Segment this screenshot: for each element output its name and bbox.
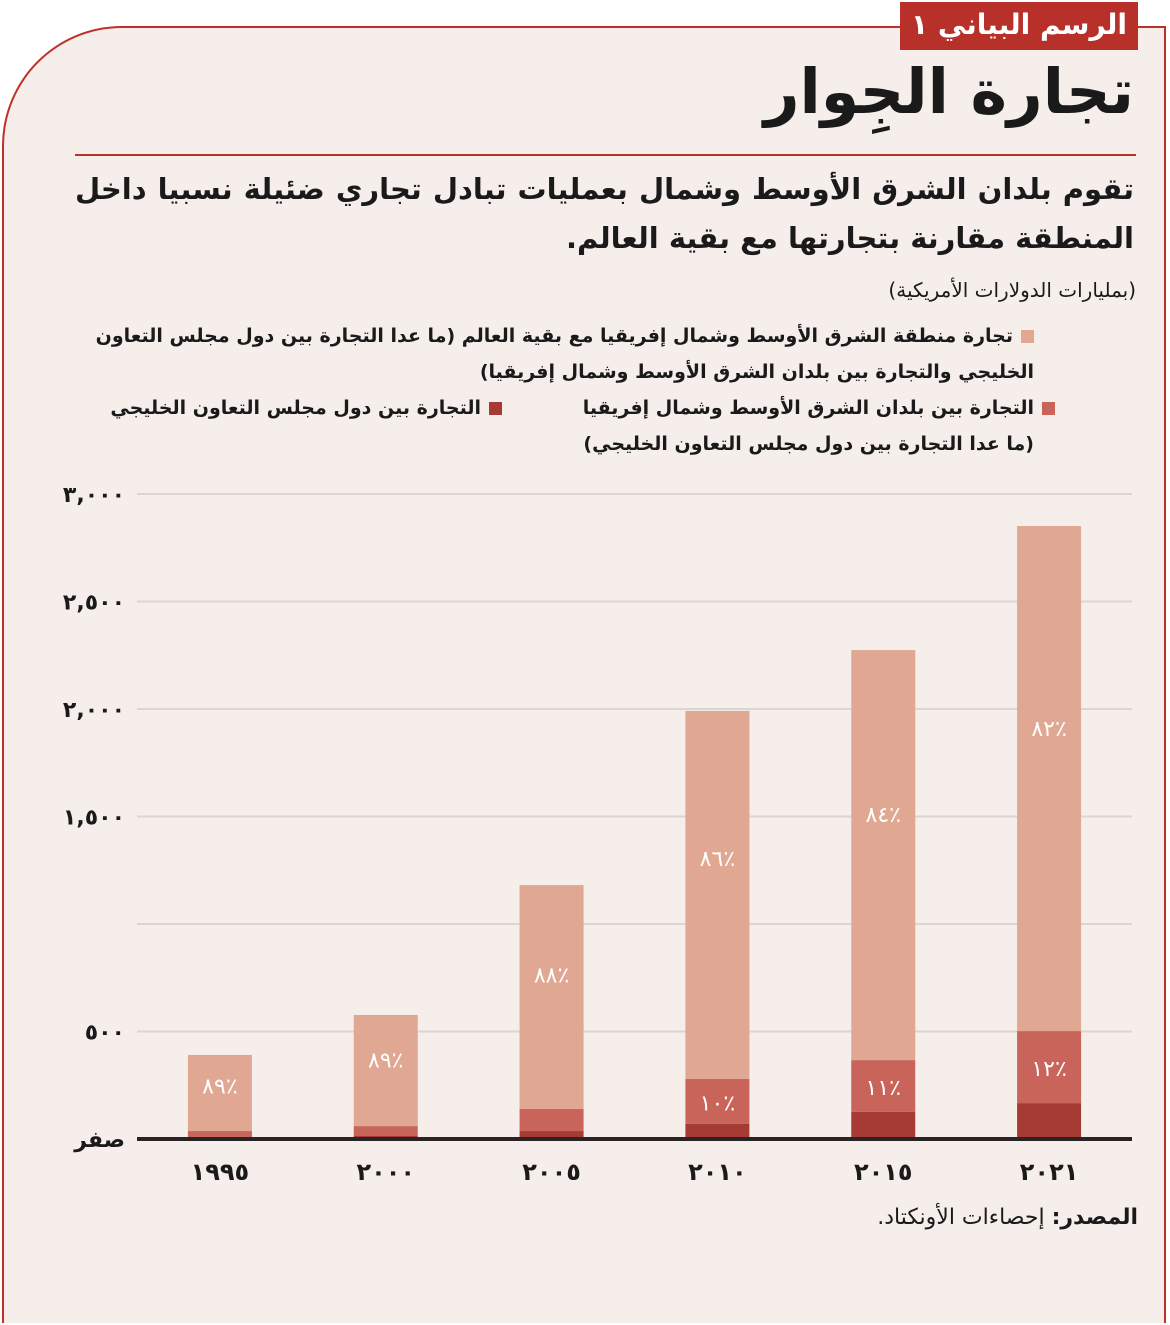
bar-data-label: ٪١٢ <box>1031 1057 1066 1082</box>
bar-segment <box>685 1123 750 1139</box>
bar-segment <box>851 1060 916 1112</box>
legend-swatch <box>489 402 502 415</box>
bar-segment <box>1017 526 1082 1032</box>
bar-segment <box>1017 1031 1082 1104</box>
y-tick-label: ٥٠٠ <box>85 1021 125 1046</box>
legend-label: التجارة بين بلدان الشرق الأوسط وشمال إفر… <box>582 397 1034 455</box>
bar-segment <box>519 885 584 1109</box>
x-tick-label: ٢٠٠٥ <box>522 1158 581 1186</box>
x-tick-label: ١٩٩٥ <box>191 1158 250 1186</box>
bar-data-label: ٪٨٤ <box>866 803 901 828</box>
legend-label: التجارة بين دول مجلس التعاون الخليجي <box>110 397 481 419</box>
bar-segment <box>519 1108 584 1132</box>
y-tick-label: ٢,٠٠٠ <box>63 698 125 723</box>
bar-segment <box>685 710 750 1080</box>
bar-segment <box>187 1131 252 1138</box>
source-text: إحصاءات الأونكتاد. <box>877 1205 1052 1230</box>
x-tick-label: ٢٠١٠ <box>688 1158 747 1186</box>
legend-item-world: تجارة منطقة الشرق الأوسط وشمال إفريقيا م… <box>80 318 1034 390</box>
figure-tag: الرسم البياني ١ <box>900 2 1138 50</box>
x-tick-label: ٢٠٢١ <box>1020 1158 1079 1186</box>
bar-segment <box>1017 1103 1082 1139</box>
legend-item-gcc: التجارة بين دول مجلس التعاون الخليجي <box>110 390 502 426</box>
legend-swatch <box>1021 330 1034 343</box>
bar-segment <box>353 1014 418 1127</box>
y-tick-label: ١,٥٠٠ <box>63 806 125 831</box>
chart-title: تجارة الجِوار <box>763 55 1134 128</box>
y-tick-label: ٣,٠٠٠ <box>63 483 125 508</box>
x-tick-label: ٢٠١٥ <box>854 1158 913 1186</box>
legend-swatch <box>1042 402 1055 415</box>
bar-segment <box>353 1126 418 1136</box>
bar-segment <box>187 1054 252 1132</box>
bar-segment <box>519 1131 584 1139</box>
bar-data-label: ٪٨٩ <box>368 1048 403 1073</box>
source-note: المصدر: إحصاءات الأونكتاد. <box>877 1205 1138 1230</box>
bar-segment <box>685 1079 750 1124</box>
bar-data-label: ٪٨٢ <box>1031 717 1066 742</box>
bar-data-label: ٪٨٨ <box>534 964 569 989</box>
bar-data-label: ٪١٠ <box>700 1091 735 1116</box>
source-label: المصدر: <box>1051 1205 1138 1230</box>
title-divider <box>75 154 1136 156</box>
y-tick-label: ٢,٥٠٠ <box>63 591 125 616</box>
y-tick-label: صفر <box>73 1128 125 1153</box>
bar-data-label: ٪٨٩ <box>202 1074 237 1099</box>
bar-data-label: ٪١١ <box>866 1076 901 1101</box>
bar-data-label: ٪٨٦ <box>700 847 735 872</box>
unit-label: (بمليارات الدولارات الأمريكية) <box>888 278 1136 302</box>
legend-item-mena: التجارة بين بلدان الشرق الأوسط وشمال إفر… <box>564 390 1060 462</box>
bar-segment <box>851 650 916 1061</box>
legend-label: تجارة منطقة الشرق الأوسط وشمال إفريقيا م… <box>95 325 1034 383</box>
bar-segment <box>851 1111 916 1139</box>
chart-subtitle: تقوم بلدان الشرق الأوسط وشمال بعمليات تب… <box>75 172 1134 255</box>
x-tick-label: ٢٠٠٠ <box>356 1158 415 1186</box>
